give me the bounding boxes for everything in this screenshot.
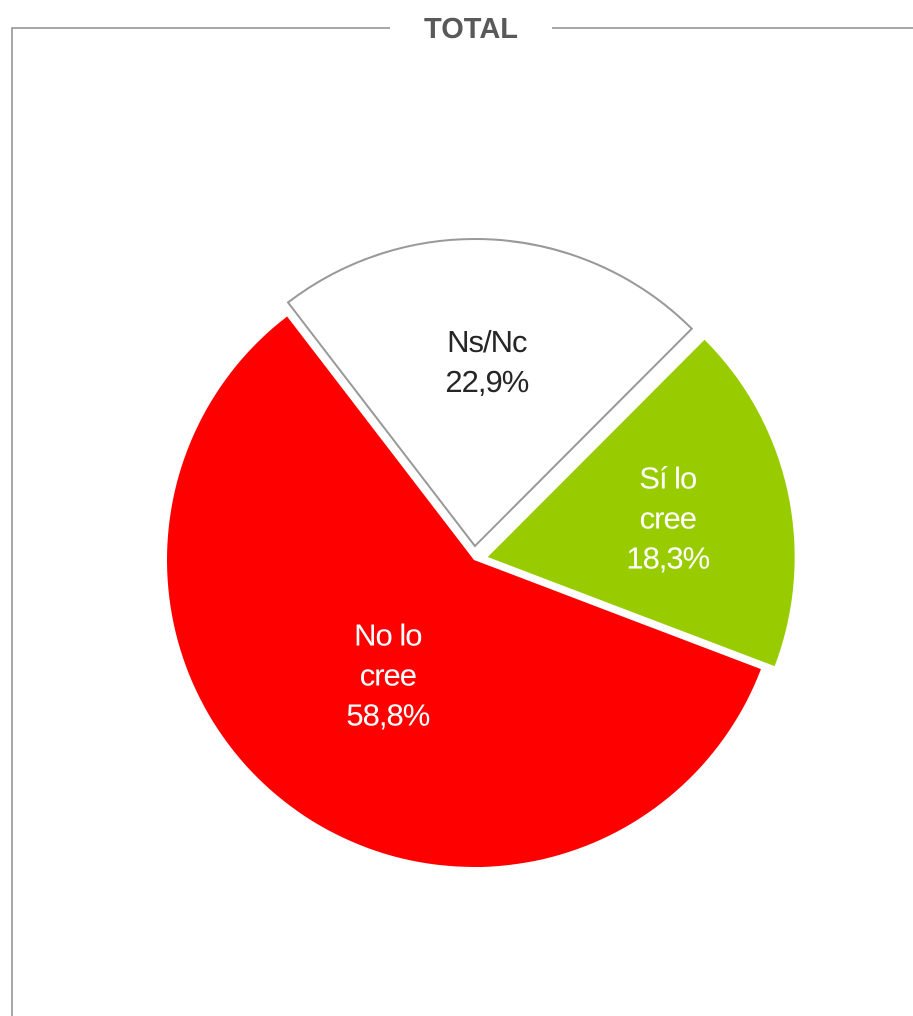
chart-title: TOTAL	[424, 13, 518, 45]
slice-label: Sí lo cree 18,3%	[626, 460, 709, 575]
slice-name-label: Sí lo	[639, 460, 696, 495]
pie-slice	[286, 238, 694, 548]
slice-name-label: cree	[360, 658, 416, 693]
pie-chart: Ns/Nc 22,9% Sí lo cree 18,3% No lo cree 58,8%	[166, 238, 795, 867]
slice-value-label: 58,8%	[346, 698, 429, 733]
slice-label: No lo cree 58,8%	[346, 618, 429, 733]
slice-name-label: Ns/Nc	[447, 324, 527, 359]
pie-slice	[487, 339, 795, 667]
frame-border	[11, 27, 390, 1016]
slice-name-label: No lo	[354, 618, 421, 653]
pie-slice	[166, 316, 761, 867]
slice-name-label: cree	[640, 500, 696, 535]
slice-value-label: 22,9%	[445, 364, 528, 399]
slice-value-label: 18,3%	[626, 540, 709, 575]
slice-label: Ns/Nc 22,9%	[445, 324, 528, 399]
